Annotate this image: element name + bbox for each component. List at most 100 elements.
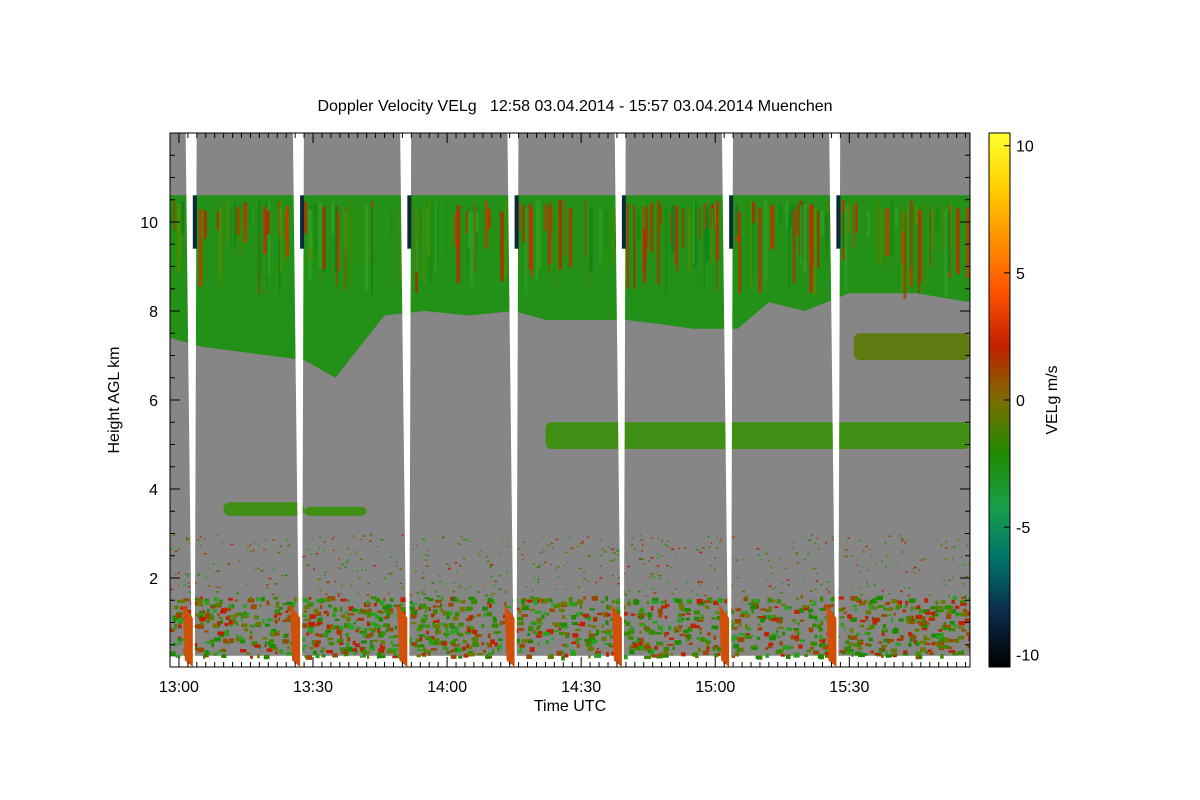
boundary-layer-cell [285, 651, 293, 656]
boundary-layer-cell [747, 636, 752, 639]
boundary-layer-cell [249, 635, 253, 640]
boundary-layer-cell [394, 625, 398, 630]
speckle-cell [555, 569, 557, 571]
boundary-layer-cell [560, 601, 565, 607]
boundary-layer-cell [323, 633, 329, 636]
speckle-cell [199, 544, 202, 547]
speckle-cell [814, 542, 816, 544]
speckle-cell [624, 594, 628, 596]
cirrus-streak [842, 212, 844, 249]
cirrus-streak [263, 206, 267, 254]
speckle-cell [595, 593, 598, 595]
boundary-layer-cell [328, 642, 335, 646]
boundary-layer-cell [197, 613, 204, 616]
boundary-layer-cell [943, 623, 946, 627]
speckle-cell [543, 535, 545, 538]
boundary-layer-cell [896, 638, 903, 641]
boundary-layer-cell [687, 626, 693, 632]
boundary-layer-cell [233, 613, 238, 618]
boundary-layer-cell [713, 645, 719, 650]
boundary-layer-cell [925, 612, 932, 615]
speckle-cell [951, 559, 954, 561]
boundary-layer-cell [325, 597, 331, 602]
speckle-cell [182, 580, 186, 582]
boundary-layer-cell [584, 638, 589, 642]
boundary-layer-cell [623, 631, 631, 636]
boundary-layer-cell [679, 607, 686, 611]
cirrus-streak [371, 207, 374, 295]
boundary-layer-cell [204, 614, 210, 620]
boundary-layer-cell [317, 617, 323, 622]
speckle-cell [850, 555, 854, 557]
boundary-layer-cell [352, 653, 356, 656]
speckle-cell [490, 576, 493, 578]
boundary-layer-cell [552, 622, 555, 626]
speckle-cell [352, 535, 355, 537]
boundary-layer-cell [601, 636, 607, 641]
speckle-cell [204, 576, 207, 579]
boundary-layer-cell [920, 647, 926, 652]
boundary-layer-cell [377, 628, 380, 634]
boundary-layer-cell [807, 608, 813, 613]
boundary-layer-cell [314, 642, 319, 648]
cirrus-streak [237, 207, 242, 256]
boundary-layer-cell [278, 606, 283, 610]
speckle-cell [203, 537, 205, 540]
speckle-cell [904, 587, 906, 589]
speckle-cell [188, 538, 191, 541]
boundary-layer-cell [601, 612, 605, 616]
boundary-layer-cell [882, 624, 886, 629]
cirrus-streak [931, 204, 934, 251]
boundary-layer-cell [498, 638, 503, 642]
boundary-layer-cell [205, 620, 210, 623]
boundary-layer-cell [704, 605, 710, 609]
speckle-cell [716, 587, 719, 590]
speckle-cell [174, 550, 178, 553]
boundary-layer-cell [767, 643, 773, 649]
boundary-layer-cell [709, 599, 713, 604]
boundary-layer-cell [273, 596, 279, 600]
boundary-layer-cell [348, 625, 355, 630]
boundary-layer-cell [643, 612, 647, 616]
boundary-layer-cell [658, 612, 663, 618]
speckle-cell [671, 592, 674, 595]
boundary-layer-cell [206, 608, 210, 613]
boundary-layer-cell [685, 639, 689, 642]
boundary-layer-cell [487, 598, 493, 602]
boundary-layer-cell [307, 602, 314, 607]
boundary-layer-cell [547, 654, 554, 659]
boundary-layer-cell [275, 603, 279, 608]
cirrus-streak [259, 207, 262, 276]
near-field-wedge [504, 604, 515, 667]
boundary-layer-cell [681, 652, 686, 657]
boundary-layer-cell [924, 638, 931, 641]
boundary-layer-cell [561, 615, 566, 619]
boundary-layer-cell [445, 611, 453, 616]
speckle-cell [666, 564, 669, 567]
boundary-layer-cell [663, 632, 667, 638]
boundary-layer-cell [824, 654, 830, 658]
boundary-layer-cell [967, 619, 970, 623]
speckle-cell [691, 590, 693, 592]
boundary-layer-cell [393, 634, 401, 638]
boundary-layer-cell [558, 632, 562, 636]
boundary-layer-cell [681, 617, 685, 621]
boundary-layer-cell [416, 654, 421, 658]
boundary-layer-cell [453, 616, 459, 621]
boundary-layer-cell [345, 616, 351, 622]
speckle-cell [905, 571, 908, 573]
speckle-cell [332, 549, 335, 552]
boundary-layer-cell [729, 624, 734, 628]
boundary-layer-cell [716, 616, 721, 620]
boundary-layer-cell [352, 608, 357, 612]
colorbar-tick-label: -10 [1016, 647, 1039, 664]
boundary-layer-cell [340, 647, 345, 652]
boundary-layer-cell [818, 654, 824, 660]
speckle-cell [170, 557, 173, 560]
speckle-cell [660, 554, 663, 557]
boundary-layer-cell [433, 641, 440, 646]
cirrus-streak [278, 208, 281, 292]
boundary-layer-cell [921, 623, 925, 629]
speckle-cell [460, 535, 463, 538]
speckle-cell [266, 587, 269, 589]
